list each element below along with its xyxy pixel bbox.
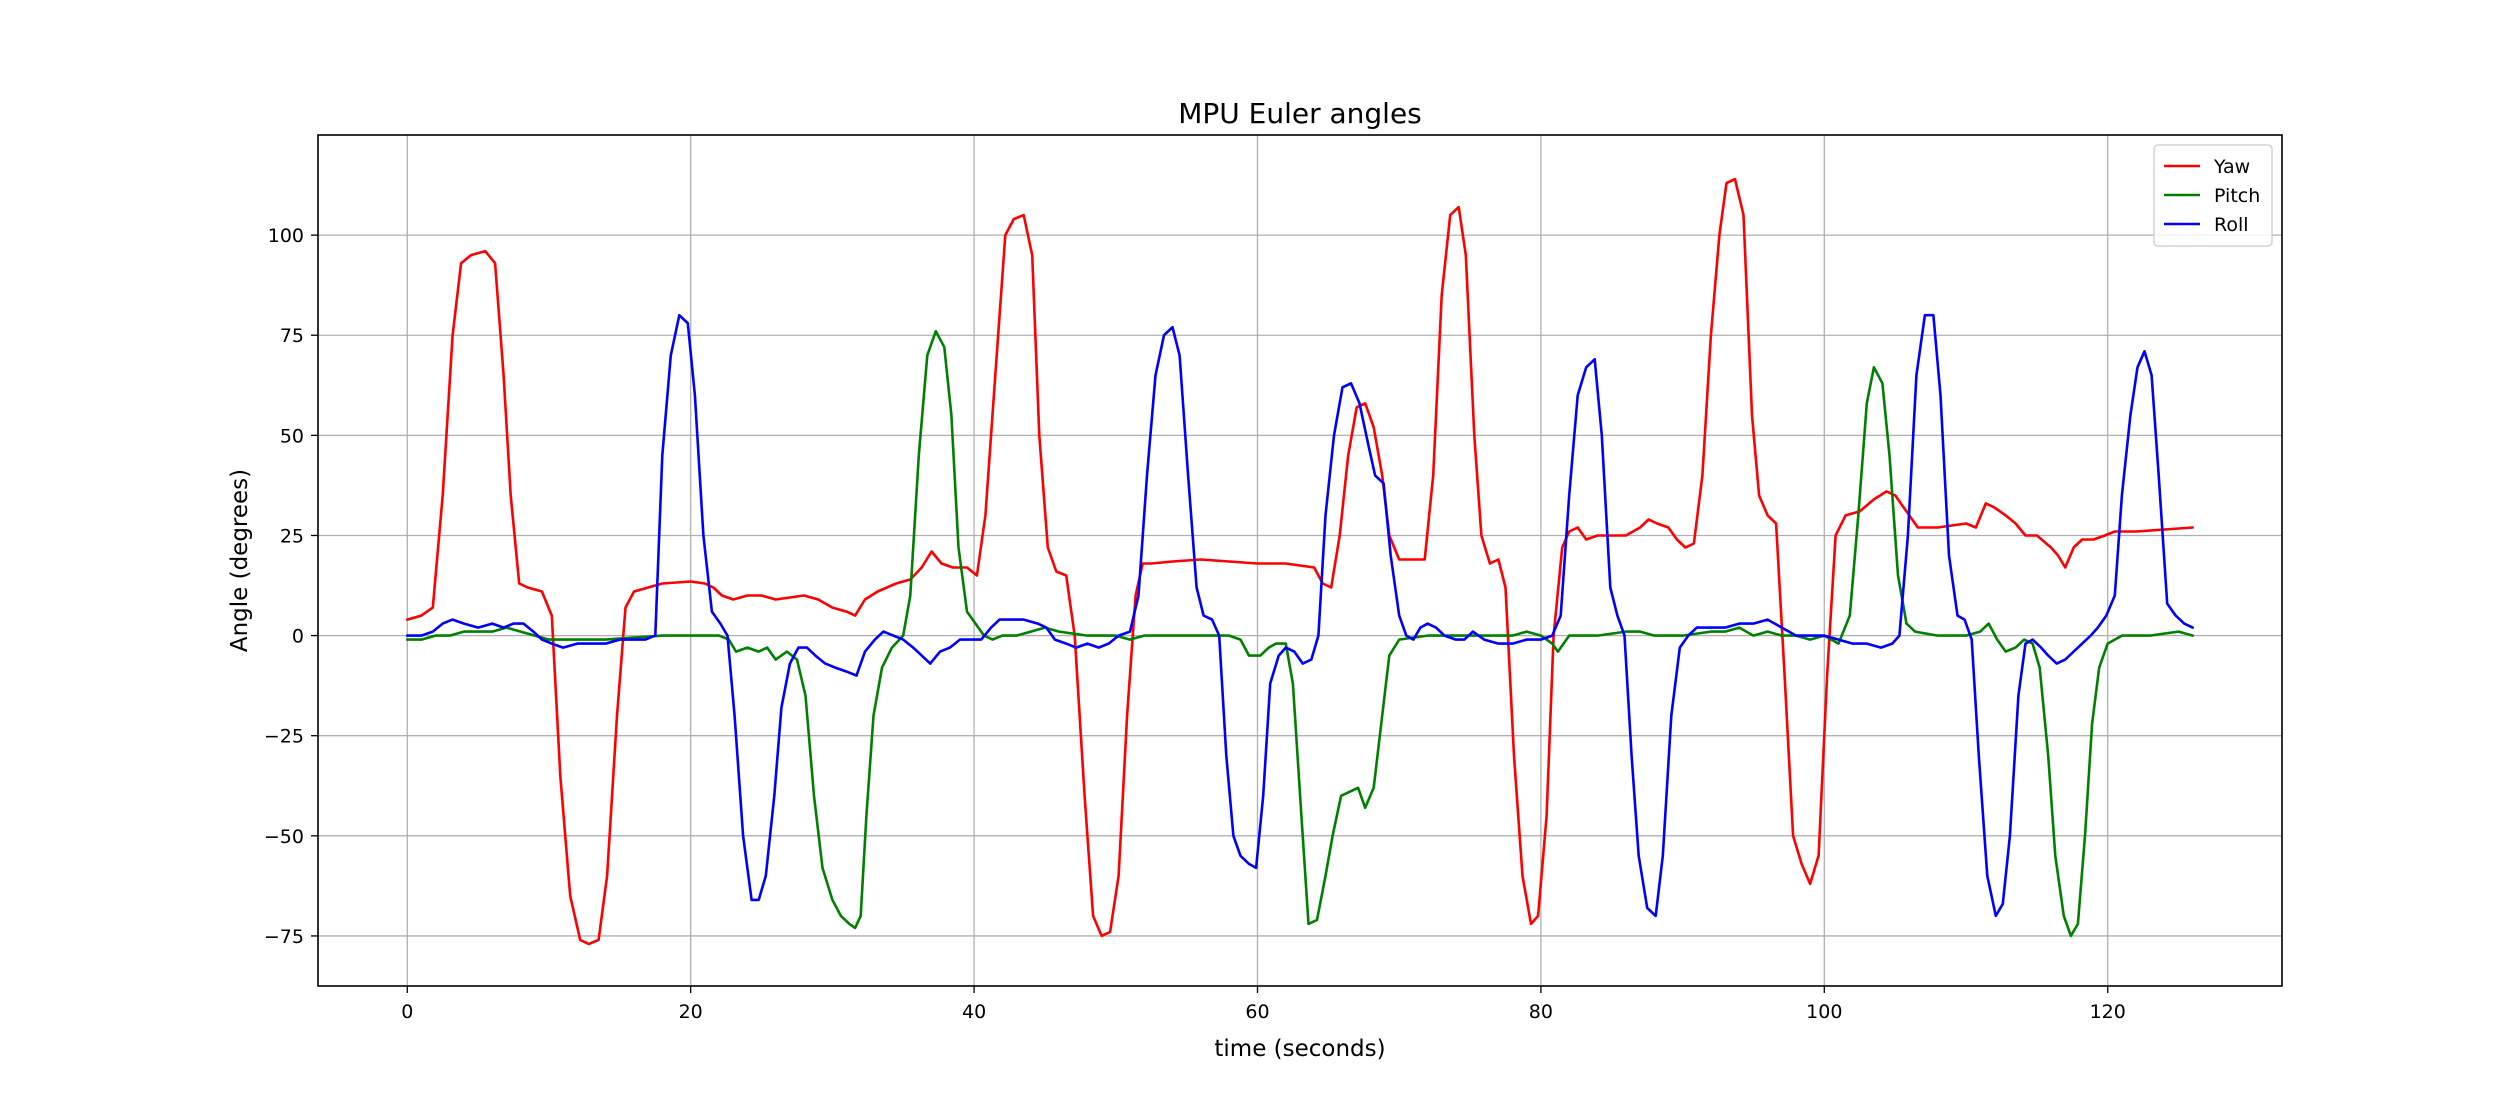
- legend-label-pitch: Pitch: [2214, 185, 2260, 207]
- x-tick-label: 80: [1529, 1001, 1553, 1023]
- y-axis-label: Angle (degrees): [227, 469, 253, 652]
- legend: Yaw Pitch Roll: [2153, 144, 2273, 247]
- x-axis-label: time (seconds): [1214, 1036, 1385, 1062]
- x-tick-label: 40: [962, 1001, 986, 1023]
- chart-title: MPU Euler angles: [1178, 97, 1422, 130]
- series-line-roll: [406, 313, 2194, 918]
- ticks-layer: 0 20 40 60 80 100 120 −75 −50 −25 0 25 50 75 100: [264, 225, 2126, 1023]
- x-tick-label: 60: [1245, 1001, 1269, 1023]
- x-tick-label: 0: [401, 1001, 413, 1023]
- legend-box: [2153, 144, 2273, 247]
- x-tick-label: 120: [2090, 1001, 2126, 1023]
- series-layer: [406, 177, 2194, 946]
- legend-label-roll: Roll: [2214, 214, 2249, 236]
- y-tick-label: 100: [268, 225, 304, 247]
- y-tick-label: 50: [280, 425, 304, 447]
- x-tick-label: 20: [679, 1001, 703, 1023]
- y-tick-label: −50: [264, 826, 304, 848]
- y-tick-label: 0: [292, 626, 304, 648]
- series-line-pitch: [406, 329, 2194, 938]
- legend-label-yaw: Yaw: [2213, 156, 2250, 178]
- y-tick-label: 75: [280, 325, 304, 347]
- plot-frame: [317, 134, 2283, 987]
- y-tick-label: −75: [264, 926, 304, 948]
- y-tick-label: −25: [264, 726, 304, 748]
- x-tick-label: 100: [1806, 1001, 1842, 1023]
- y-tick-label: 25: [280, 525, 304, 547]
